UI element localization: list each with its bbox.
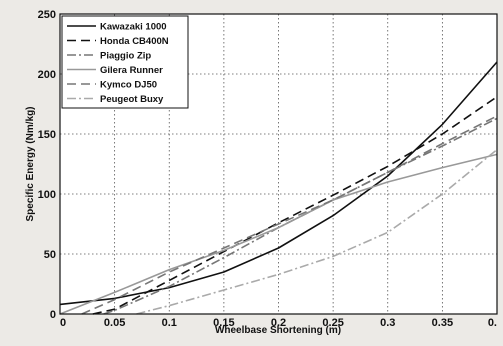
x-tick-label: 0.05 bbox=[104, 317, 125, 329]
x-tick-label: 0. bbox=[488, 317, 497, 329]
plot-frame bbox=[59, 13, 498, 315]
x-tick-label: 0.25 bbox=[322, 317, 343, 329]
y-tick-label: 250 bbox=[38, 9, 56, 21]
y-tick-label: 150 bbox=[38, 129, 56, 141]
legend-entry-label: Piaggio Zip bbox=[100, 51, 151, 62]
legend-entry-label: Honda CB400N bbox=[100, 36, 169, 47]
x-axis-ticks: 0 0.05 0.1 0.15 0.2 0.25 0.3 0.35 0. bbox=[60, 317, 497, 329]
series-line-kymco-dj50 bbox=[81, 115, 498, 315]
series-lines bbox=[59, 61, 498, 315]
legend-entry-label: Peugeot Buxy bbox=[100, 94, 164, 105]
y-axis-label: Specific Energy (Nm/kg) bbox=[25, 106, 36, 221]
y-tick-label: 0 bbox=[50, 309, 56, 321]
legend-box bbox=[61, 15, 189, 109]
series-line-gilera-runner bbox=[59, 153, 498, 315]
x-tick-label: 0 bbox=[60, 317, 66, 329]
x-tick-label: 0.3 bbox=[380, 317, 395, 329]
x-tick-label: 0.2 bbox=[271, 317, 286, 329]
y-tick-label: 100 bbox=[38, 189, 56, 201]
y-tick-label: 200 bbox=[38, 69, 56, 81]
legend-entry-label: Kymco DJ50 bbox=[100, 80, 157, 91]
legend-entry-label: Gilera Runner bbox=[100, 65, 163, 76]
y-tick-label: 50 bbox=[44, 249, 56, 261]
series-line-kawazaki-1000 bbox=[59, 61, 498, 306]
series-line-peugeot-buxy bbox=[136, 148, 498, 315]
x-axis-label: Wheelbase Shortening (m) bbox=[215, 325, 341, 336]
x-tick-label: 0.15 bbox=[213, 317, 234, 329]
legend: Kawazaki 1000 Honda CB400N Piaggio Zip Gile… bbox=[61, 15, 189, 109]
x-tick-label: 0.35 bbox=[432, 317, 453, 329]
legend-entry-label: Kawazaki 1000 bbox=[100, 22, 167, 33]
series-line-honda-cb400n bbox=[92, 96, 498, 315]
y-axis-ticks: 0 50 100 150 200 250 bbox=[38, 9, 56, 321]
x-tick-label: 0.1 bbox=[162, 317, 177, 329]
